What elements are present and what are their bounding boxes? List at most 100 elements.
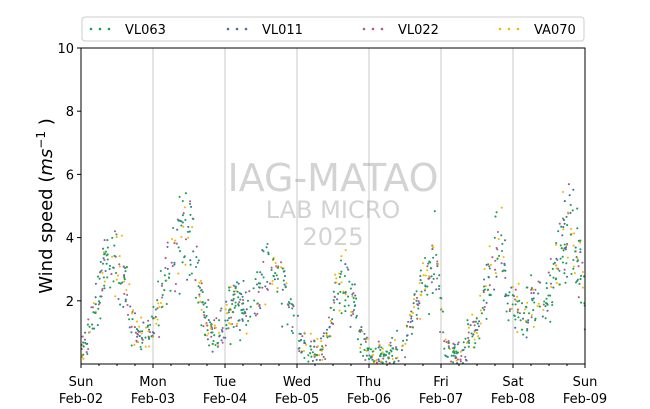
data-point (102, 251, 105, 254)
data-point (443, 340, 446, 343)
data-point (365, 354, 368, 357)
data-point (435, 288, 438, 291)
data-point (504, 295, 507, 298)
data-point (163, 274, 166, 277)
data-point (133, 326, 136, 329)
data-point (280, 261, 283, 264)
data-point (411, 319, 414, 323)
data-point (521, 317, 525, 320)
data-point (485, 317, 488, 320)
data-point (465, 341, 468, 345)
data-point (272, 274, 275, 277)
data-point (319, 337, 323, 340)
data-point (292, 314, 295, 317)
data-point (200, 324, 203, 327)
data-point (404, 342, 407, 345)
data-point (136, 333, 140, 336)
data-point (579, 278, 582, 281)
data-point (268, 282, 272, 285)
data-point (482, 291, 485, 294)
data-point (242, 279, 245, 282)
data-point (154, 308, 157, 311)
data-point (232, 293, 235, 296)
data-point (339, 259, 343, 262)
data-point (123, 278, 126, 281)
data-point (226, 319, 229, 322)
data-point (396, 356, 399, 359)
data-point (530, 274, 533, 277)
data-point (409, 314, 412, 317)
data-point (86, 352, 89, 356)
data-point (139, 345, 142, 349)
data-point (379, 348, 382, 352)
data-point (577, 296, 580, 299)
data-point (338, 276, 342, 279)
data-point (201, 290, 204, 294)
data-point (388, 344, 391, 347)
data-point (238, 301, 241, 304)
data-point (124, 270, 127, 273)
data-point (351, 310, 354, 313)
data-point (196, 261, 199, 264)
data-point (474, 320, 477, 323)
data-point (168, 272, 171, 275)
data-point (135, 328, 138, 331)
data-point (239, 339, 242, 342)
data-point (545, 302, 548, 305)
data-point (496, 230, 499, 234)
data-point (381, 351, 384, 354)
data-point (238, 329, 241, 332)
data-point (135, 339, 138, 342)
data-point (156, 307, 159, 310)
data-point (190, 205, 193, 208)
data-point (124, 298, 127, 301)
data-point (549, 274, 552, 277)
data-point (239, 298, 242, 301)
legend-box (81, 16, 585, 42)
data-point (439, 331, 442, 334)
data-point (396, 348, 399, 351)
data-point (511, 294, 514, 297)
data-point (88, 330, 91, 334)
data-point (508, 309, 511, 313)
data-point (530, 313, 533, 317)
data-point (94, 282, 97, 285)
data-point (392, 361, 395, 364)
data-point (545, 287, 548, 290)
data-point (221, 341, 224, 344)
data-point (493, 288, 496, 291)
data-point (498, 254, 501, 257)
data-point (310, 348, 313, 351)
data-point (296, 314, 300, 317)
data-point (561, 190, 564, 194)
data-point (165, 302, 168, 306)
data-point (350, 314, 353, 317)
data-point (538, 305, 541, 308)
data-point (137, 341, 140, 344)
x-tick-label-day: Sun (69, 375, 94, 390)
data-point (233, 306, 236, 309)
data-point (574, 246, 577, 249)
data-point (500, 234, 503, 237)
data-point (166, 267, 169, 270)
data-point (563, 272, 566, 275)
data-point (476, 328, 479, 332)
data-point (309, 332, 312, 335)
data-point (141, 341, 144, 344)
legend-marker (235, 27, 239, 31)
data-point (164, 279, 167, 282)
data-point (184, 238, 188, 241)
data-point (432, 277, 435, 280)
data-point (195, 265, 198, 269)
data-point (382, 353, 385, 356)
x-tick-label-date: Feb-04 (203, 392, 247, 407)
data-point (467, 326, 470, 329)
data-point (332, 290, 335, 293)
data-point (164, 257, 167, 260)
data-point (96, 275, 100, 278)
data-point (541, 315, 544, 318)
data-point (274, 272, 277, 275)
data-point (181, 261, 184, 264)
data-point (134, 331, 137, 334)
data-point (476, 322, 479, 325)
